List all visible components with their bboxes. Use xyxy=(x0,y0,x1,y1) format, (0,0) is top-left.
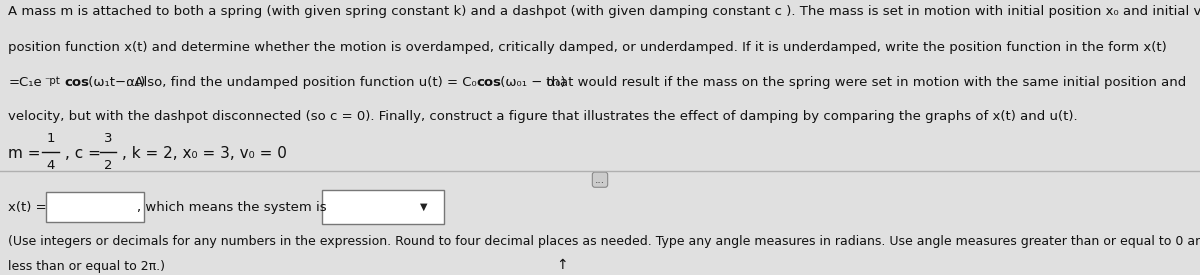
Text: 3: 3 xyxy=(103,132,113,145)
Text: (Use integers or decimals for any numbers in the expression. Round to four decim: (Use integers or decimals for any number… xyxy=(8,235,1200,248)
Text: ▼: ▼ xyxy=(420,202,427,212)
Text: ...: ... xyxy=(595,175,605,185)
FancyBboxPatch shape xyxy=(322,190,444,224)
Text: , which means the system is: , which means the system is xyxy=(137,200,326,214)
Text: 2: 2 xyxy=(103,159,113,172)
Text: (ω₀₁ − α₀): (ω₀₁ − α₀) xyxy=(496,76,565,89)
Text: m =: m = xyxy=(8,146,41,161)
Text: 4: 4 xyxy=(47,159,54,172)
Text: cos: cos xyxy=(65,76,90,89)
Text: position function x(t) and determine whether the motion is overdamped, criticall: position function x(t) and determine whe… xyxy=(8,41,1168,54)
Text: ↑: ↑ xyxy=(556,258,568,272)
Text: , k = 2, x₀ = 3, v₀ = 0: , k = 2, x₀ = 3, v₀ = 0 xyxy=(122,146,287,161)
Text: , c =: , c = xyxy=(65,146,101,161)
Text: =C₁e: =C₁e xyxy=(8,76,42,89)
Text: (ω₁t−α₁): (ω₁t−α₁) xyxy=(84,76,145,89)
Text: velocity, but with the dashpot disconnected (so c = 0). Finally, construct a fig: velocity, but with the dashpot disconnec… xyxy=(8,110,1078,123)
Text: . Also, find the undamped position function u(t) = C₀: . Also, find the undamped position funct… xyxy=(126,76,476,89)
FancyBboxPatch shape xyxy=(46,192,144,222)
Text: x(t) =: x(t) = xyxy=(8,200,47,214)
Text: ⁻pt: ⁻pt xyxy=(44,76,60,86)
Text: that would result if the mass on the spring were set in motion with the same ini: that would result if the mass on the spr… xyxy=(542,76,1187,89)
Text: cos: cos xyxy=(476,76,502,89)
Text: 1: 1 xyxy=(46,132,55,145)
Text: less than or equal to 2π.): less than or equal to 2π.) xyxy=(8,260,166,273)
Text: A mass m is attached to both a spring (with given spring constant k) and a dashp: A mass m is attached to both a spring (w… xyxy=(8,5,1200,18)
